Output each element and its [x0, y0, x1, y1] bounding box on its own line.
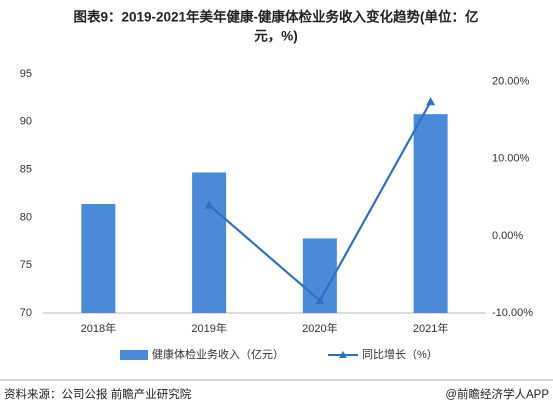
- legend-label: 同比增长（%）: [362, 347, 438, 361]
- bar: [192, 172, 227, 313]
- marker: [426, 97, 436, 106]
- y2-tick-label: -10.00%: [492, 307, 533, 319]
- y-tick-label: 70: [20, 307, 32, 319]
- legend-swatch: [120, 350, 148, 360]
- y-tick-label: 95: [20, 68, 32, 80]
- y2-tick-label: 0.00%: [492, 230, 523, 242]
- marker: [315, 296, 325, 305]
- chart-title: 元，%): [254, 29, 298, 44]
- legend-marker: [339, 351, 347, 358]
- legend-label: 健康体检业务收入（亿元）: [152, 347, 284, 361]
- bar: [413, 114, 448, 313]
- footer: @前瞻经济学人APP: [445, 387, 549, 401]
- bar: [81, 204, 116, 313]
- y2-tick-label: 10.00%: [492, 153, 530, 165]
- y-tick-label: 80: [20, 211, 32, 223]
- y-tick-label: 75: [20, 259, 32, 271]
- x-tick-label: 2018年: [81, 321, 116, 335]
- x-tick-label: 2019年: [191, 321, 226, 335]
- marker: [204, 200, 214, 209]
- y-tick-label: 90: [20, 116, 32, 128]
- x-tick-label: 2020年: [302, 321, 337, 335]
- chart-title: 图表9：2019-2021年美年健康-健康体检业务收入变化趋势(单位：亿: [73, 9, 478, 25]
- y2-tick-label: 20.00%: [492, 76, 530, 88]
- y-tick-label: 85: [20, 164, 32, 176]
- x-tick-label: 2021年: [413, 321, 448, 335]
- source: 资料来源：公司公报 前瞻产业研究院: [4, 387, 192, 401]
